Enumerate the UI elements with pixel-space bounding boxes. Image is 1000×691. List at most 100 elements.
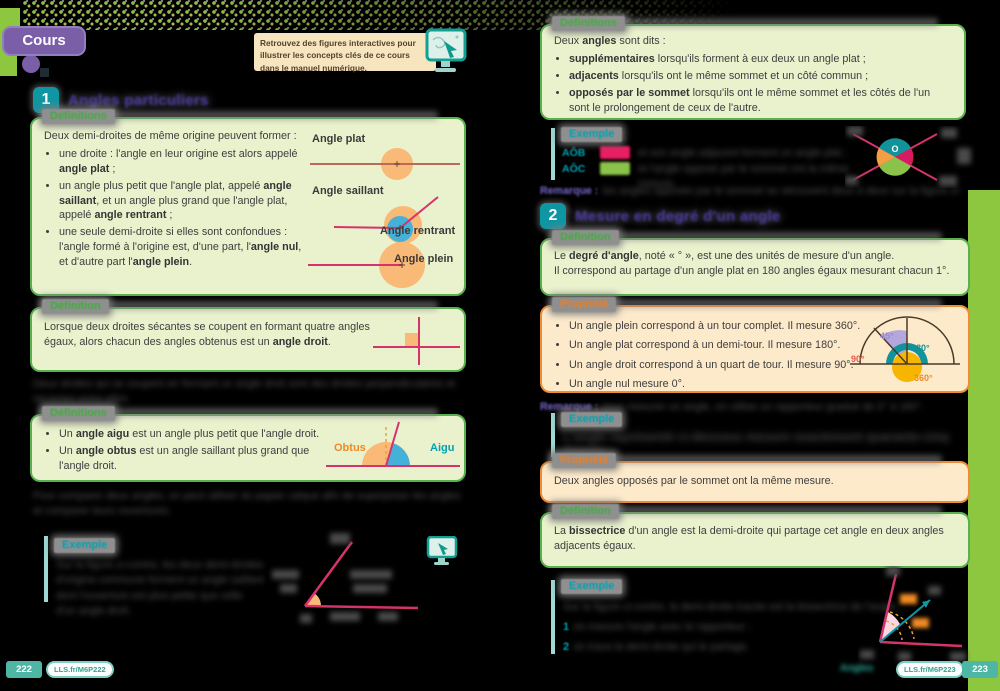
prop1-bullet-1: Un angle plein correspond à un tour comp… — [569, 318, 864, 335]
lls-link-left[interactable]: LLS.fr/M6P222 — [46, 661, 114, 678]
section-2-number: 2 — [540, 203, 566, 229]
fig-label-angle-rentrant: Angle rentrant — [380, 225, 456, 237]
monitor-base — [435, 68, 456, 72]
prop1-bullet-4: Un angle nul mesure 0°. — [569, 376, 864, 393]
defr2-line2: Il correspond au partage d'un angle plat… — [554, 264, 950, 277]
monitor-icon[interactable] — [424, 28, 468, 76]
monitor-neck — [441, 61, 450, 67]
definition-label-degree: Définition — [552, 230, 619, 245]
ex1-row2-text: et l'angle opposé par le sommet ont la m… — [638, 163, 850, 191]
property-label: Propriété — [552, 297, 617, 312]
def2-text: Lorsque deux droites sécantes se coupent… — [44, 321, 370, 348]
definitions-box-3: Définitions Un angle aigu est un angle p… — [30, 406, 466, 482]
page-edge-green-2 — [0, 52, 17, 76]
prop1-bullet-2: Un angle plat correspond à un demi-tour.… — [569, 337, 864, 354]
ray — [878, 573, 898, 643]
example-bar — [44, 536, 48, 602]
page-number-right: 223 — [962, 661, 998, 678]
property-box-opposite: Propriété Deux angles opposés par le som… — [540, 453, 970, 503]
screen-dot — [455, 35, 459, 39]
cursor-icon — [444, 41, 457, 58]
section-1-number: 1 — [33, 87, 59, 113]
defr1-intro: Deux angles sont dits : — [554, 35, 666, 47]
example-bar-r1 — [551, 128, 555, 180]
fig-label-angle-plat: Angle plat — [312, 133, 366, 145]
definitions-box-r1: Définitions Deux angles sont dits : supp… — [540, 16, 966, 120]
fig-label-angle-plein: Angle plein — [394, 253, 454, 265]
label-aigu: Aigu — [430, 442, 455, 454]
section-1-title: Angles particuliers — [68, 92, 209, 109]
definition-box-2: Définition Lorsque deux droites sécantes… — [30, 299, 466, 372]
fig-obtus-aigu — [326, 421, 460, 467]
def3-bullet-2: Un angle obtus est un angle saillant plu… — [59, 444, 327, 474]
ex3-line-blurred: Sur la figure ci-contre, la demi-droite … — [563, 601, 902, 613]
opposite-angles-figure: O — [845, 126, 971, 186]
fig-angle-plein — [308, 242, 425, 288]
defr2-line1: Le degré d'angle, noté « ° », est une de… — [554, 250, 895, 262]
def1-bullet-1: une droite : l'angle en leur origine est… — [59, 147, 306, 177]
example-label-r1b: Exemple — [561, 127, 623, 142]
highlight-pink — [600, 146, 630, 159]
label-obtus: Obtus — [334, 442, 366, 454]
definitions-label-r1: Définitions — [552, 16, 625, 31]
monitor-icon-small[interactable] — [426, 536, 458, 566]
interactive-note: Retrouvez des figures interactives pour … — [254, 33, 436, 73]
def3-bullet-1: Un angle aigu est un angle plus petit qu… — [59, 427, 327, 442]
ex3-step-1: 1 on mesure l'angle avec le rapporteur ; — [563, 621, 752, 633]
property-label-2: Propriété — [552, 453, 617, 468]
defr1-bullet-1: supplémentaires lorsqu'ils forment à eux… — [569, 52, 952, 67]
label-90: 90° — [851, 354, 865, 364]
example-label-r3: Exemple — [561, 579, 623, 594]
purple-dot — [22, 55, 40, 73]
highlight-green — [600, 162, 630, 175]
def1-bullet-2: un angle plus petit que l'angle plat, ap… — [59, 179, 306, 224]
prop2-text: Deux angles opposés par le sommet ont la… — [554, 475, 834, 487]
def3-text: La bissectrice d'un angle est la demi-dr… — [554, 525, 944, 552]
definitions-label-2: Définitions — [42, 406, 115, 421]
label-45: 45° — [880, 331, 894, 341]
vertex-o-label: O — [891, 144, 898, 154]
screen-scribble — [432, 36, 446, 49]
bissectrice-figure — [860, 566, 966, 661]
angle-name-1: AÔB — [562, 147, 586, 159]
fig-label-angle-saillant: Angle saillant — [312, 185, 384, 197]
label-360: 360° — [914, 373, 933, 383]
property-box-measures: Propriété Un angle plein correspond à un… — [540, 297, 970, 393]
example-angle-figure — [272, 533, 419, 623]
prop1-bullet-3: Un angle droit correspond à un quart de … — [569, 357, 864, 374]
blurred-remark-2: Pour comparer deux angles, on peut utili… — [33, 490, 461, 518]
example-label-r2: Exemple — [561, 412, 623, 427]
lls-link-right[interactable]: LLS.fr/M6P223 — [896, 661, 964, 678]
example-label: Exemple — [54, 538, 116, 553]
example-bar-r2 — [551, 413, 555, 457]
footer-word-blurred: Angles — [840, 663, 874, 674]
remark-r2: Remarque : pour mesurer un angle, on uti… — [540, 401, 924, 413]
definitions-box-1: Définitions Deux demi-droites de même or… — [30, 109, 466, 296]
cours-tab[interactable]: Cours — [2, 26, 86, 56]
defr1-bullet-3: opposés par le sommet lorsqu'ils ont le … — [569, 86, 952, 116]
def1-intro: Deux demi-droites de même origine peuven… — [44, 130, 297, 142]
ray — [303, 541, 354, 607]
ex1-row1-text: et son angle adjacent forment un angle p… — [638, 147, 848, 159]
angle-name-2: AÔC — [562, 163, 586, 175]
bisector-ray — [879, 599, 931, 643]
blurred-remark: Deux droites qui se coupent en formant u… — [33, 378, 456, 406]
fig-angle-plat — [310, 148, 460, 180]
angle-sector — [305, 593, 321, 606]
example-bar-r3 — [551, 580, 555, 654]
protractor-figure: 45° 180° 90° 360° — [850, 316, 960, 383]
ray — [304, 604, 419, 610]
defr1-bullet-2: adjacents lorsqu'ils ont le même sommet … — [569, 69, 952, 84]
definitions-label: Définitions — [42, 109, 115, 124]
fig-angle-droit — [373, 317, 460, 365]
definition-label: Définition — [42, 299, 109, 314]
ray — [879, 640, 963, 648]
dark-square — [40, 68, 49, 77]
cursor-icon — [438, 543, 448, 555]
def1-bullet-3: une seule demi-droite si elles sont conf… — [59, 225, 306, 270]
ex2-text-blurred: L'angle représenté ci-dessous mesure exa… — [563, 430, 949, 458]
definition-box-degree: Définition Le degré d'angle, noté « ° »,… — [540, 230, 970, 296]
definition-box-bissectrice: Définition La bissectrice d'un angle est… — [540, 504, 970, 568]
ex3-step-2: 2 on trace la demi-droite qui le partage… — [563, 641, 750, 653]
